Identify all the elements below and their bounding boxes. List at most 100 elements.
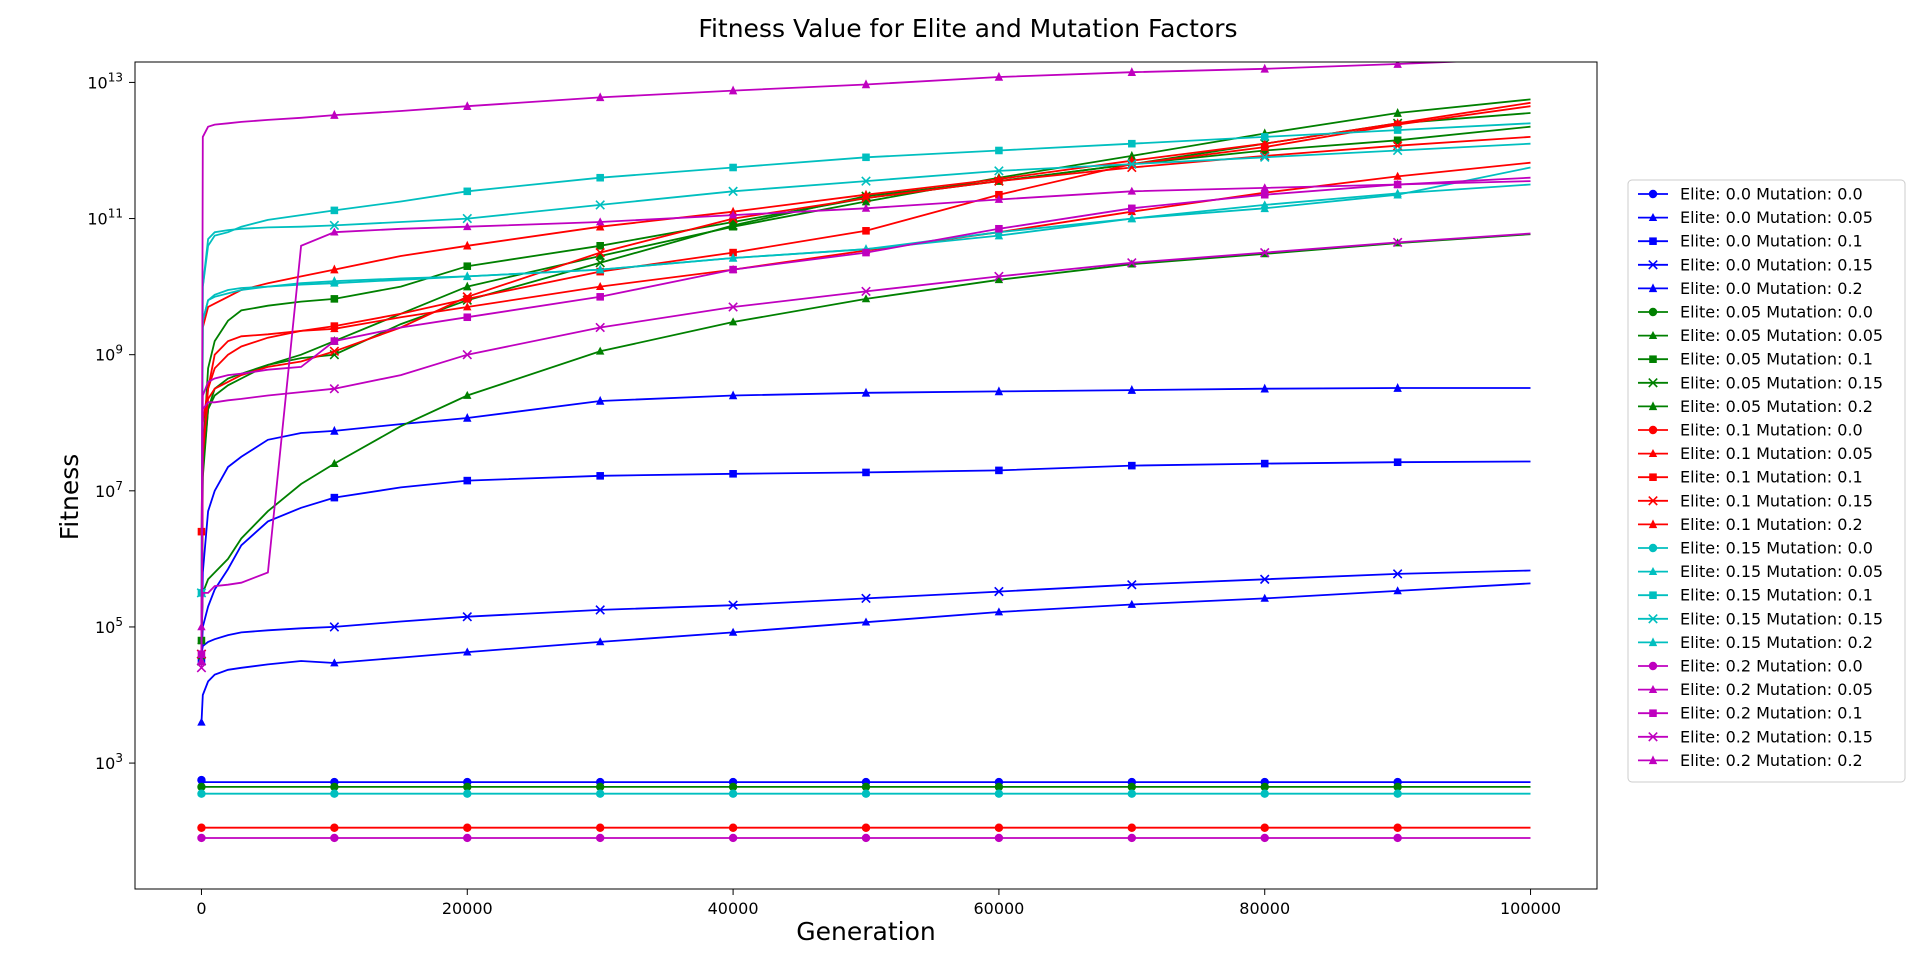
legend-label: Elite: 0.0 Mutation: 0.0 <box>1680 185 1863 204</box>
legend-marker <box>1648 519 1658 529</box>
legend-marker <box>1648 732 1658 742</box>
series-marker-1 <box>197 717 206 726</box>
series-marker-9 <box>728 221 738 231</box>
y-tick-exponent: 5 <box>115 615 123 629</box>
legend-label: Elite: 0.1 Mutation: 0.0 <box>1680 421 1863 440</box>
series-marker-3 <box>595 605 605 615</box>
y-tick-label: 103 <box>95 751 123 773</box>
series-marker-20 <box>463 833 472 843</box>
series-marker-4 <box>728 390 738 400</box>
series-marker-13 <box>462 292 473 302</box>
series-marker-14 <box>463 240 472 250</box>
legend-marker <box>1648 283 1658 293</box>
series-marker-4 <box>330 425 339 435</box>
legend-marker <box>1648 330 1658 339</box>
series-marker-22 <box>1393 180 1402 189</box>
series-marker-4 <box>463 412 472 422</box>
series-marker-19 <box>595 264 605 274</box>
series-marker-4 <box>994 386 1004 396</box>
series-marker-22 <box>729 265 737 274</box>
series-marker-9 <box>1393 108 1402 117</box>
legend-label: Elite: 0.1 Mutation: 0.1 <box>1680 468 1863 487</box>
series-marker-19 <box>1260 203 1269 213</box>
series-marker-23 <box>462 349 473 360</box>
series-marker-12 <box>463 295 472 303</box>
series-marker-17 <box>1128 139 1136 148</box>
series-marker-23 <box>329 383 340 394</box>
series-marker-10 <box>1127 823 1137 832</box>
series-marker-4 <box>861 387 871 397</box>
legend-label: Elite: 0.15 Mutation: 0.1 <box>1680 586 1873 605</box>
y-tick-exponent: 13 <box>108 70 123 84</box>
series-marker-15 <box>330 789 339 798</box>
series-marker-1 <box>994 607 1004 616</box>
series-marker-23 <box>1259 247 1270 258</box>
series-marker-24 <box>197 655 206 665</box>
series-marker-17 <box>862 153 870 162</box>
series-layer <box>196 62 1531 843</box>
series-marker-19 <box>1393 189 1402 199</box>
series-marker-23 <box>994 271 1004 282</box>
series-marker-20 <box>1260 833 1269 843</box>
legend-label: Elite: 0.0 Mutation: 0.2 <box>1680 279 1863 298</box>
series-marker-24 <box>463 101 472 111</box>
series-marker-24 <box>330 110 339 119</box>
series-marker-24 <box>1127 67 1137 76</box>
series-marker-7 <box>596 241 604 250</box>
series-marker-15 <box>728 789 738 798</box>
legend-label: Elite: 0.2 Mutation: 0.0 <box>1680 657 1863 676</box>
series-marker-15 <box>1127 789 1137 798</box>
series-marker-22 <box>995 224 1003 233</box>
plot-area-frame <box>134 61 1598 890</box>
series-marker-11 <box>463 302 472 311</box>
series-marker-20 <box>595 833 605 843</box>
series-marker-7 <box>1393 136 1402 145</box>
series-marker-23 <box>1127 258 1137 268</box>
series-marker-11 <box>595 281 605 290</box>
series-marker-5 <box>861 782 871 792</box>
series-marker-18 <box>994 166 1004 176</box>
series-marker-2 <box>862 468 870 477</box>
series-marker-20 <box>1393 833 1402 843</box>
chart-title: Fitness Value for Elite and Mutation Fac… <box>698 14 1237 43</box>
series-marker-17 <box>1260 133 1269 141</box>
series-marker-5 <box>728 782 738 792</box>
y-tick-label: 107 <box>95 479 123 501</box>
legend-label: Elite: 0.0 Mutation: 0.1 <box>1680 232 1863 251</box>
series-marker-6 <box>463 390 472 399</box>
legend-marker <box>1649 473 1657 481</box>
series-marker-1 <box>595 637 605 646</box>
series-line-3 <box>200 569 1531 655</box>
legend-marker <box>1648 189 1658 199</box>
series-marker-1 <box>1260 593 1269 602</box>
series-marker-18 <box>728 186 738 197</box>
legend-marker <box>1648 755 1658 765</box>
series-marker-17 <box>596 173 604 182</box>
series-marker-19 <box>728 252 738 262</box>
series-marker-12 <box>729 248 737 257</box>
series-marker-4 <box>1260 383 1269 393</box>
series-marker-22 <box>862 248 870 257</box>
x-tick-label: 20000 <box>442 899 493 918</box>
series-marker-9 <box>595 250 605 260</box>
series-line-2 <box>200 460 1531 662</box>
legend-marker <box>1648 260 1658 270</box>
legend-label: Elite: 0.2 Mutation: 0.05 <box>1680 680 1873 699</box>
series-marker-3 <box>1127 579 1137 590</box>
series-marker-22 <box>1260 190 1269 199</box>
series-marker-11 <box>1393 171 1402 180</box>
y-tick-label: 1011 <box>87 207 123 229</box>
series-marker-24 <box>595 92 605 102</box>
x-tick-label: 100000 <box>1500 899 1561 918</box>
y-axis-label: Fitness <box>55 454 84 541</box>
x-tick-label: 80000 <box>1239 899 1290 918</box>
series-marker-17 <box>330 206 339 215</box>
legend-marker <box>1648 543 1658 553</box>
series-marker-24 <box>994 71 1004 81</box>
series-marker-20 <box>1127 833 1137 843</box>
y-tick-base: 10 <box>87 210 107 229</box>
series-line-1 <box>200 582 1531 723</box>
series-marker-1 <box>330 658 339 667</box>
